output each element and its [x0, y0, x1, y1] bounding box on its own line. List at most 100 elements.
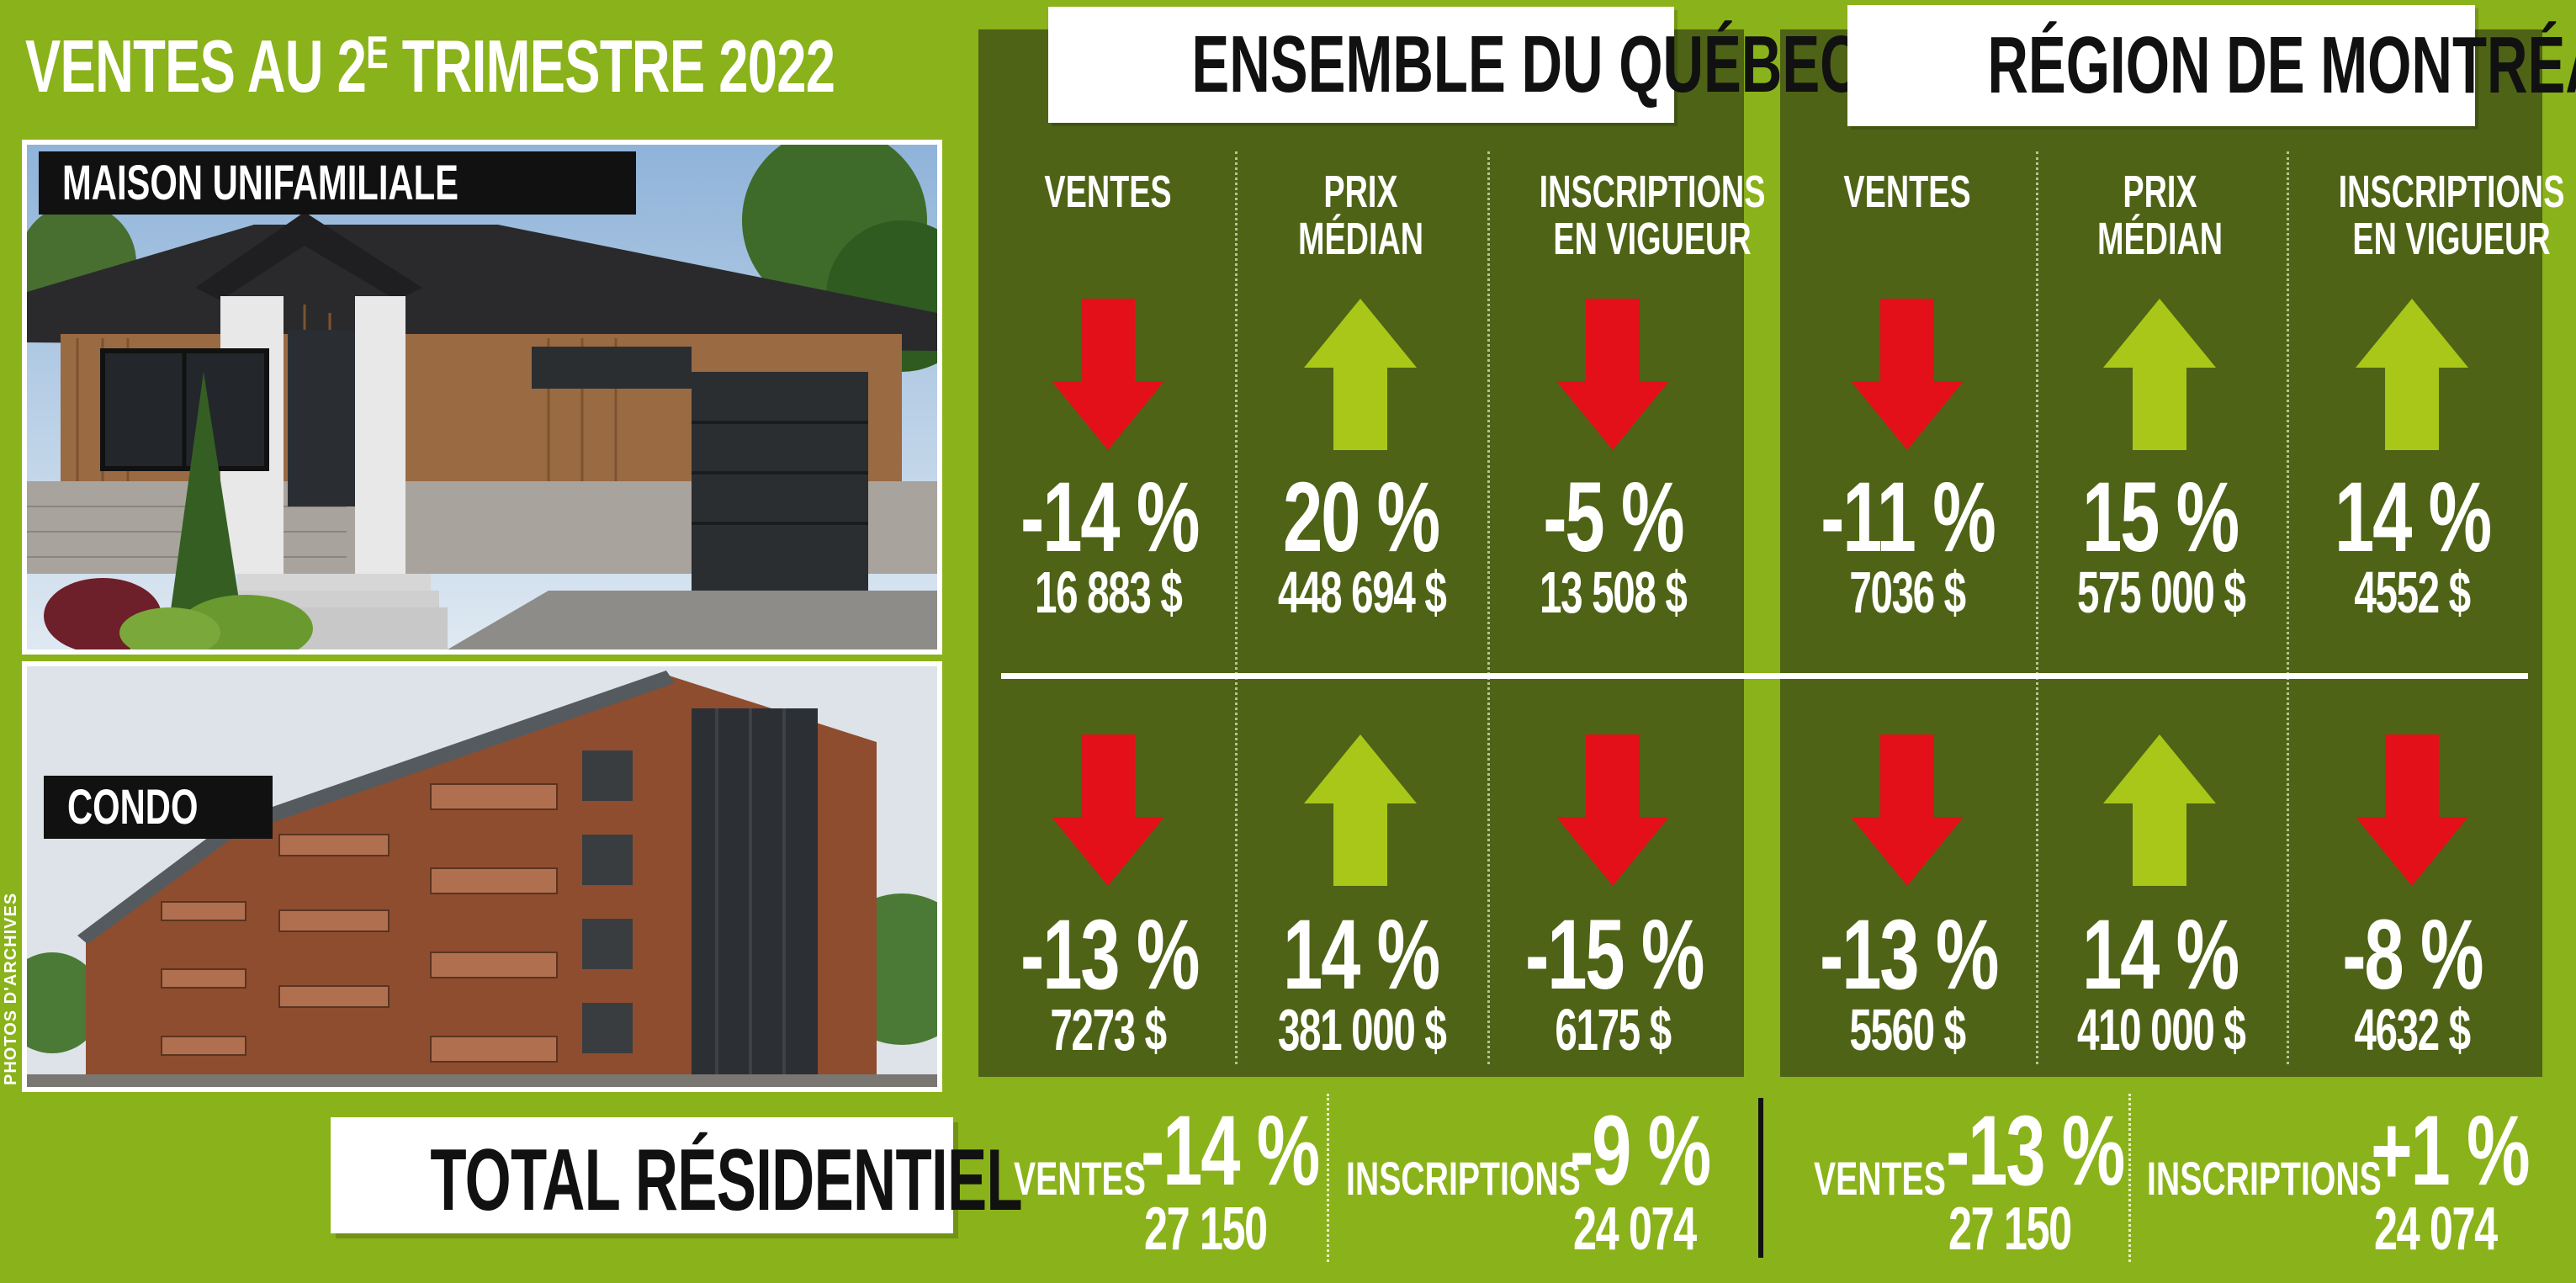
- total-quebec-listings-count: 24 074: [1573, 1195, 1748, 1264]
- cell-quebec-ventes-row1-pct: -14 %: [986, 467, 1230, 568]
- amount-value: 4552 $: [2354, 559, 2471, 625]
- total-residentiel-box: TOTAL RÉSIDENTIEL: [331, 1117, 1023, 1233]
- total-residentiel-label: TOTAL RÉSIDENTIEL: [430, 1132, 1022, 1229]
- arrow-up-icon: [1304, 299, 1417, 450]
- col-head-montreal-inscriptions: INSCRIPTIONS EN VIGUEUR: [2290, 168, 2565, 262]
- amount-value: 7036 $: [1849, 559, 1966, 625]
- arrow-up-icon: [2103, 299, 2216, 450]
- col-head-quebec-prix: PRIX MÉDIAN: [1238, 168, 1482, 262]
- total-montreal-listings-count: 24 074: [2374, 1195, 2549, 1264]
- value: +1 %: [2371, 1095, 2531, 1206]
- pct-value: 20 %: [1282, 462, 1439, 573]
- cell-montreal-inscriptions-row1-pct: 14 %: [2290, 467, 2534, 568]
- house-tag-label: MAISON UNIFAMILIALE: [62, 156, 458, 210]
- panel-header-montreal-label: RÉGION DE MONTRÉAL: [1987, 20, 2576, 110]
- value: 24 074: [1573, 1196, 1697, 1263]
- col-head-label: INSCRIPTIONS EN VIGUEUR: [2338, 167, 2565, 264]
- total-quebec-listings-label: INSCRIPTIONS: [1346, 1151, 1681, 1206]
- arrow-up-icon: [1304, 734, 1417, 886]
- value: 24 074: [2374, 1196, 2498, 1263]
- label: INSCRIPTIONS: [1346, 1152, 1581, 1205]
- column-divider: [2287, 151, 2289, 1064]
- title-prefix: VENTES AU 2: [25, 24, 367, 108]
- column-divider: [1235, 151, 1238, 1064]
- cell-montreal-inscriptions-row2-amount: 4632 $: [2290, 999, 2534, 1060]
- cell-montreal-inscriptions-row1-amount: 4552 $: [2290, 562, 2534, 623]
- pct-value: -13 %: [1820, 899, 1999, 1010]
- cell-montreal-prix-row2-pct: 14 %: [2038, 904, 2282, 1005]
- label: VENTES: [1014, 1152, 1146, 1205]
- col-head-label: PRIX MÉDIAN: [1297, 167, 1423, 264]
- amount-value: 13 508 $: [1539, 559, 1688, 625]
- panel-header-montreal: RÉGION DE MONTRÉAL: [1847, 5, 2576, 126]
- total-quebec-sales-count: 27 150: [1144, 1195, 1319, 1264]
- cell-montreal-prix-row2-amount: 410 000 $: [2038, 999, 2282, 1060]
- col-head-label: VENTES: [1843, 167, 1971, 217]
- cell-montreal-ventes-row2-amount: 5560 $: [1785, 999, 2029, 1060]
- page-title: VENTES AU 2E TRIMESTRE 2022: [25, 24, 835, 109]
- pct-value: -11 %: [1820, 462, 1996, 573]
- col-head-label: VENTES: [1044, 167, 1172, 217]
- cell-quebec-prix-row1-amount: 448 694 $: [1238, 562, 1482, 623]
- pct-value: 14 %: [2081, 899, 2239, 1010]
- pct-value: 15 %: [2081, 462, 2239, 573]
- arrow-down-icon: [2356, 734, 2468, 886]
- house-tag: MAISON UNIFAMILIALE: [39, 151, 637, 215]
- col-head-label: PRIX MÉDIAN: [2096, 167, 2223, 264]
- arrow-up-icon: [2103, 734, 2216, 886]
- title-superscript: E: [366, 26, 388, 78]
- pct-value: -14 %: [1020, 462, 1200, 573]
- value: 27 150: [1948, 1196, 2072, 1263]
- total-montreal-sales-label: VENTES: [1814, 1151, 2002, 1206]
- col-head-quebec-inscriptions: INSCRIPTIONS EN VIGUEUR: [1491, 168, 1766, 262]
- panel-header-quebec: ENSEMBLE DU QUÉBEC: [1048, 7, 1861, 123]
- total-quebec-sales-label: VENTES: [1014, 1151, 1202, 1206]
- amount-value: 6175 $: [1555, 997, 1672, 1063]
- panel-montreal: [1780, 29, 2542, 1077]
- value: 27 150: [1144, 1196, 1268, 1263]
- cell-quebec-inscriptions-row1-pct: -5 %: [1491, 467, 1735, 568]
- condo-tag-label: CONDO: [67, 780, 199, 835]
- arrow-down-icon: [1052, 299, 1164, 450]
- amount-value: 410 000 $: [2076, 997, 2246, 1063]
- column-divider: [2036, 151, 2038, 1064]
- total-divider: [2128, 1094, 2131, 1262]
- row-divider: [1001, 673, 2528, 679]
- condo-tag: CONDO: [44, 776, 273, 839]
- cell-quebec-ventes-row2-amount: 7273 $: [986, 999, 1230, 1060]
- cell-quebec-inscriptions-row2-amount: 6175 $: [1491, 999, 1735, 1060]
- pct-value: -5 %: [1542, 462, 1684, 573]
- cell-quebec-prix-row2-amount: 381 000 $: [1238, 999, 1482, 1060]
- col-head-label: INSCRIPTIONS EN VIGUEUR: [1539, 167, 1766, 264]
- column-divider: [1487, 151, 1490, 1064]
- col-head-montreal-prix: PRIX MÉDIAN: [2038, 168, 2282, 262]
- value: -14 %: [1141, 1095, 1320, 1206]
- amount-value: 7273 $: [1050, 997, 1167, 1063]
- cell-montreal-ventes-row2-pct: -13 %: [1785, 904, 2029, 1005]
- amount-value: 4632 $: [2354, 997, 2471, 1063]
- total-quebec-sales-pct: -14 %: [1141, 1094, 1387, 1208]
- house-illustration: [27, 145, 937, 649]
- pct-value: -15 %: [1525, 899, 1704, 1010]
- cell-quebec-inscriptions-row1-amount: 13 508 $: [1491, 562, 1735, 623]
- photo-credit: PHOTOS D'ARCHIVES: [2, 892, 20, 1085]
- condo-illustration: [27, 666, 937, 1087]
- pct-value: 14 %: [1282, 899, 1439, 1010]
- pct-value: 14 %: [2334, 462, 2491, 573]
- cell-montreal-prix-row1-amount: 575 000 $: [2038, 562, 2282, 623]
- arrow-up-icon: [2356, 299, 2468, 450]
- cell-montreal-prix-row1-pct: 15 %: [2038, 467, 2282, 568]
- value: -13 %: [1946, 1095, 2125, 1206]
- house-photo: MAISON UNIFAMILIALE: [22, 140, 942, 655]
- total-montreal-listings-label: INSCRIPTIONS: [2147, 1151, 2482, 1206]
- total-montreal-sales-count: 27 150: [1948, 1195, 2123, 1264]
- arrow-down-icon: [1851, 734, 1964, 886]
- title-suffix: TRIMESTRE 2022: [387, 24, 835, 108]
- total-montreal-sales-pct: -13 %: [1946, 1094, 2192, 1208]
- arrow-down-icon: [1052, 734, 1164, 886]
- cell-montreal-ventes-row1-amount: 7036 $: [1785, 562, 2029, 623]
- col-head-montreal-ventes: VENTES: [1785, 168, 2029, 215]
- arrow-down-icon: [1556, 734, 1669, 886]
- cell-quebec-ventes-row2-pct: -13 %: [986, 904, 1230, 1005]
